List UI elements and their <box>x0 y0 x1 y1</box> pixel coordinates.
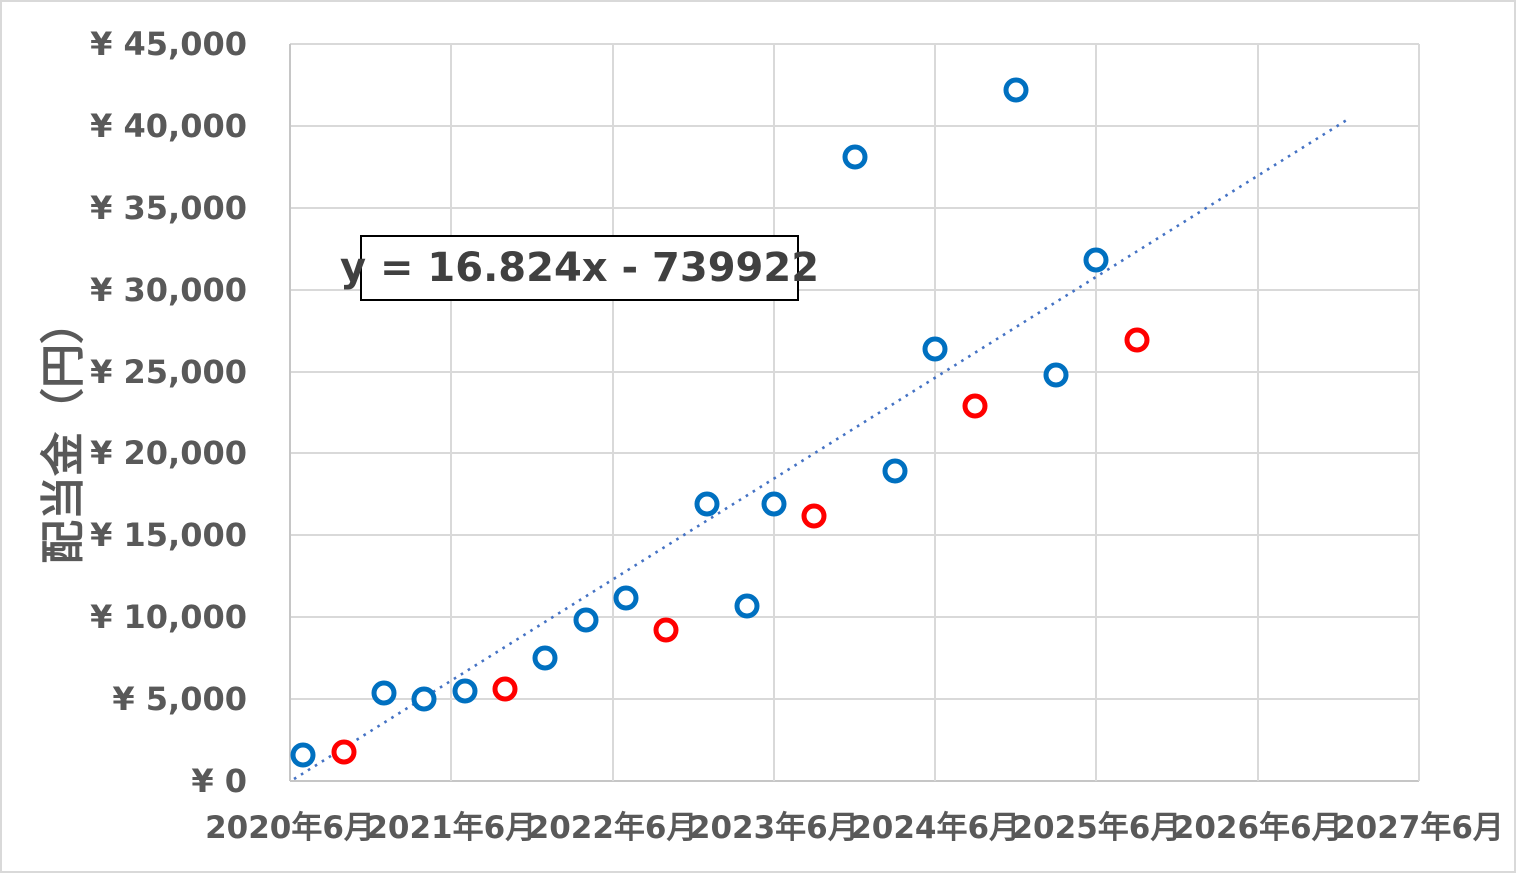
data-point-blue[interactable] <box>1043 362 1069 388</box>
gridline-vertical <box>450 44 453 781</box>
y-tick-label: ¥ 5,000 <box>112 680 247 719</box>
y-tick-label: ¥ 35,000 <box>90 188 247 227</box>
data-point-red[interactable] <box>331 739 357 765</box>
data-point-blue[interactable] <box>371 680 397 706</box>
data-point-blue[interactable] <box>290 742 316 768</box>
y-tick-label: ¥ 10,000 <box>90 598 247 637</box>
data-point-blue[interactable] <box>573 607 599 633</box>
trendline-equation-label[interactable]: y = 16.824x - 739922 <box>340 235 819 301</box>
data-point-blue[interactable] <box>613 585 639 611</box>
trendline-equation-text: y = 16.824x - 739922 <box>339 245 820 291</box>
gridline-horizontal <box>290 452 1419 455</box>
y-tick-label: ¥ 0 <box>191 762 247 800</box>
y-tick-label: ¥ 45,000 <box>90 25 247 63</box>
y-tick-label: ¥ 20,000 <box>90 434 247 473</box>
data-point-red[interactable] <box>962 393 988 419</box>
y-tick-label: ¥ 40,000 <box>90 106 247 145</box>
data-point-blue[interactable] <box>532 645 558 671</box>
data-point-blue[interactable] <box>1083 247 1109 273</box>
gridline-vertical <box>1095 44 1098 781</box>
y-axis-line <box>289 44 291 781</box>
gridline-horizontal <box>290 370 1419 373</box>
x-tick-label: 2025年6月 <box>1011 810 1182 846</box>
gridline-horizontal <box>290 206 1419 209</box>
x-tick-label: 2020年6月 <box>205 810 375 846</box>
x-tick-label: 2026年6月 <box>1172 810 1343 846</box>
data-point-blue[interactable] <box>922 336 948 362</box>
gridline-horizontal <box>290 534 1419 537</box>
data-point-red[interactable] <box>653 617 679 643</box>
data-point-blue[interactable] <box>694 491 720 517</box>
gridline-vertical <box>772 44 775 781</box>
x-tick-label: 2021年6月 <box>366 810 537 846</box>
x-tick-label: 2027年6月 <box>1334 810 1504 846</box>
data-point-blue[interactable] <box>411 686 437 712</box>
data-point-blue[interactable] <box>734 593 760 619</box>
data-point-blue[interactable] <box>761 491 787 517</box>
y-tick-label: ¥ 30,000 <box>90 270 247 309</box>
data-point-blue[interactable] <box>452 678 478 704</box>
x-tick-label: 2022年6月 <box>527 810 698 846</box>
gridline-vertical <box>934 44 937 781</box>
data-point-red[interactable] <box>1124 327 1150 353</box>
data-point-blue[interactable] <box>882 458 908 484</box>
data-point-blue[interactable] <box>842 144 867 170</box>
data-point-red[interactable] <box>801 503 827 529</box>
gridline-horizontal <box>290 616 1419 619</box>
data-point-red[interactable] <box>492 676 518 702</box>
gridline-horizontal <box>290 124 1419 127</box>
y-tick-label: ¥ 25,000 <box>90 352 247 391</box>
gridline-vertical <box>1418 44 1420 781</box>
gridline-horizontal <box>290 43 1419 45</box>
y-tick-label: ¥ 15,000 <box>90 516 247 555</box>
trendline-segment <box>293 116 1352 781</box>
x-tick-label: 2024年6月 <box>850 810 1021 846</box>
x-tick-label: 2023年6月 <box>688 810 859 846</box>
data-point-blue[interactable] <box>1003 77 1029 103</box>
x-axis-line <box>290 780 1419 782</box>
gridline-vertical <box>1256 44 1259 781</box>
gridline-vertical <box>611 44 614 781</box>
